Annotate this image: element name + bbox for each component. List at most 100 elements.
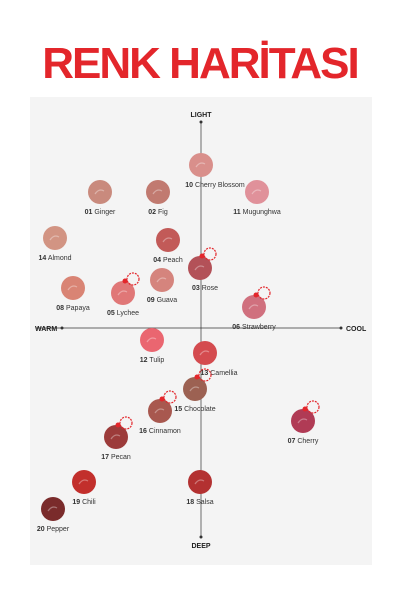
swatch-label: 07 Cherry xyxy=(288,438,319,445)
swatch-name: Mugunghwa xyxy=(243,209,281,216)
swatch-label: 06 Strawberry xyxy=(232,324,276,331)
badge xyxy=(203,247,217,261)
swatch-number: 08 xyxy=(56,305,64,312)
swatch-label: 14 Almond xyxy=(38,255,71,262)
swatch-label: 20 Pepper xyxy=(37,526,70,533)
swatch-number: 10 xyxy=(185,182,193,189)
swatch-label: 16 Cinnamon xyxy=(139,428,181,435)
swatch-name: Chili xyxy=(82,499,96,506)
swatch-name: Pepper xyxy=(47,526,70,533)
swatch-label: 18 Salsa xyxy=(186,499,213,506)
badge xyxy=(119,416,133,430)
swatch xyxy=(43,226,67,250)
page-title: RENK HARİTASI xyxy=(42,39,357,88)
swatch-stroke xyxy=(78,479,89,485)
swatch-number: 19 xyxy=(72,499,80,506)
swatch xyxy=(193,341,217,365)
swatch xyxy=(242,295,266,319)
swatch-number: 11 xyxy=(233,209,241,216)
swatch-name: Cherry Blossom xyxy=(195,182,245,189)
swatch-label: 12 Tulip xyxy=(140,357,165,364)
swatch-label: 08 Papaya xyxy=(56,305,90,312)
badge-dot xyxy=(194,374,200,380)
swatch-stroke xyxy=(297,418,308,424)
badge-dot xyxy=(159,396,165,402)
swatch-label: 13 Camellia xyxy=(201,370,238,377)
swatch-number: 17 xyxy=(101,454,109,461)
swatch-number: 02 xyxy=(148,209,156,216)
axis-dot xyxy=(339,326,343,330)
swatch-label: 03 Rose xyxy=(192,285,218,292)
swatch xyxy=(150,268,174,292)
swatch-name: Papaya xyxy=(66,305,90,312)
swatch-number: 12 xyxy=(140,357,148,364)
swatch-stroke xyxy=(195,162,206,168)
badge xyxy=(306,400,320,414)
swatch-name: Tulip xyxy=(149,357,164,364)
swatch-stroke xyxy=(251,189,262,195)
swatch xyxy=(188,256,212,280)
swatch xyxy=(183,377,207,401)
badge-dot xyxy=(115,422,121,428)
swatch-number: 05 xyxy=(107,310,115,317)
swatch-label: 15 Chocolate xyxy=(174,406,215,413)
swatch-stroke xyxy=(67,285,78,291)
swatch-label: 11 Mugunghwa xyxy=(233,209,281,216)
swatch-number: 13 xyxy=(201,370,209,377)
swatch-number: 16 xyxy=(139,428,147,435)
swatch-number: 20 xyxy=(37,526,45,533)
swatch-label: 10 Cherry Blossom xyxy=(185,182,245,189)
swatch-number: 04 xyxy=(153,257,161,264)
swatch-stroke xyxy=(152,189,163,195)
swatch-name: Almond xyxy=(48,255,72,262)
axis-dot xyxy=(60,326,64,330)
swatch-number: 06 xyxy=(232,324,240,331)
swatch xyxy=(188,470,212,494)
axis-label: COOL xyxy=(346,326,367,333)
axis-label: LIGHT xyxy=(191,112,213,119)
swatch-label: 02 Fig xyxy=(148,209,168,216)
swatch-number: 14 xyxy=(38,255,46,262)
axis-dot xyxy=(199,535,203,539)
badge-dot xyxy=(122,278,128,284)
swatch-label: 09 Guava xyxy=(147,297,177,304)
axis-dot xyxy=(199,120,203,124)
swatch-number: 15 xyxy=(174,406,182,413)
swatch-number: 07 xyxy=(288,438,296,445)
swatch-stroke xyxy=(117,290,128,296)
badge-dot xyxy=(253,292,259,298)
axis-label: WARM xyxy=(35,326,57,333)
swatch-name: Peach xyxy=(163,257,183,264)
swatch-label: 01 Ginger xyxy=(85,209,116,216)
badge xyxy=(163,390,177,404)
badge xyxy=(198,368,212,382)
swatch-number: 18 xyxy=(186,499,194,506)
swatch-label: 04 Peach xyxy=(153,257,183,264)
swatch-number: 01 xyxy=(85,209,93,216)
badge xyxy=(126,272,140,286)
swatch-name: Strawberry xyxy=(242,324,276,331)
swatch xyxy=(88,180,112,204)
swatch-label: 17 Pecan xyxy=(101,454,131,461)
swatch-stroke xyxy=(154,408,165,414)
swatch-name: Fig xyxy=(158,209,168,216)
swatch-label: 19 Chili xyxy=(72,499,96,506)
swatch-stroke xyxy=(146,337,157,343)
swatch-name: Salsa xyxy=(196,499,214,506)
swatch-stroke xyxy=(162,237,173,243)
swatch xyxy=(156,228,180,252)
swatch xyxy=(140,328,164,352)
swatch-stroke xyxy=(199,350,210,356)
swatch-name: Cherry xyxy=(297,438,319,445)
badge xyxy=(257,286,271,300)
swatch-stroke xyxy=(110,434,121,440)
swatch-stroke xyxy=(49,235,60,241)
swatch xyxy=(189,153,213,177)
swatch-stroke xyxy=(94,189,105,195)
swatch xyxy=(146,180,170,204)
swatch xyxy=(61,276,85,300)
badge-dot xyxy=(199,253,205,259)
swatch xyxy=(41,497,65,521)
swatch-number: 09 xyxy=(147,297,155,304)
